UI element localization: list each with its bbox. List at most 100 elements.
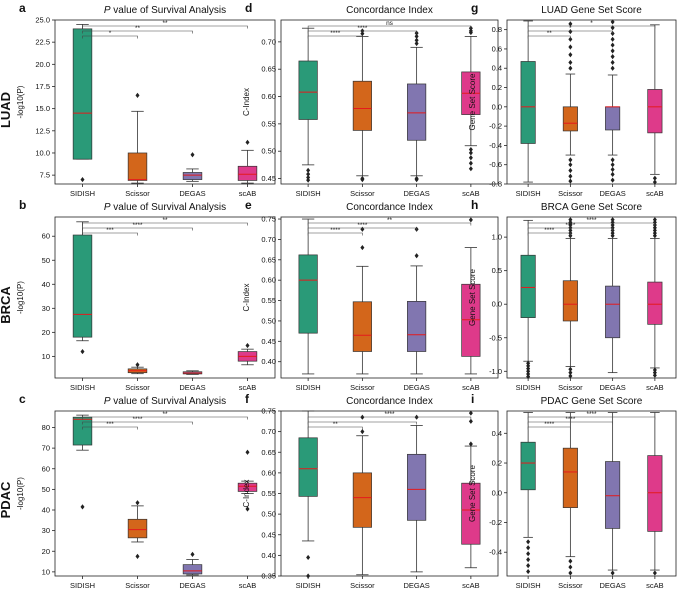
y-tick-label: 0.75: [261, 215, 276, 224]
bracket-line: [307, 30, 417, 34]
y-axis-label: Gene Set Score: [468, 268, 477, 325]
plot-frame: [280, 216, 499, 379]
significance-bracket: ****: [527, 227, 571, 236]
y-tick-label: 10: [42, 352, 50, 361]
outlier-point: [360, 244, 365, 251]
y-tick-label: 40: [42, 280, 50, 289]
box-iqr: [407, 301, 427, 352]
y-tick-label: 0.60: [261, 276, 276, 285]
box-iqr: [407, 453, 427, 521]
plot-frame: [54, 410, 276, 577]
significance-label: ****: [565, 222, 576, 229]
box-iqr: [647, 455, 663, 532]
significance-bracket: ****: [82, 416, 193, 425]
bracket-line: [527, 30, 613, 34]
x-tick-label: Scissor: [350, 189, 375, 198]
outlier-point: [135, 553, 140, 560]
y-tick-label: 17.5: [35, 82, 50, 91]
box-iqr: [647, 89, 663, 134]
chart-title: BRCA Gene Set Score: [541, 202, 643, 213]
box-iqr: [605, 285, 621, 339]
outlier-point: [526, 360, 531, 366]
outlier-point: [468, 410, 473, 416]
panel-letter: h: [471, 198, 478, 212]
outlier-point: [360, 175, 365, 182]
outlier-point: [568, 44, 573, 50]
bracket-line: [82, 421, 193, 425]
box-iqr: [562, 280, 578, 322]
significance-bracket: **: [82, 217, 248, 226]
y-tick-label: 25.0: [35, 16, 50, 25]
significance-bracket: ****: [82, 222, 193, 231]
outlier-point: [468, 160, 473, 166]
box-iqr: [182, 564, 203, 575]
y-tick-label: -0.2: [489, 122, 502, 131]
outlier-point: [568, 178, 573, 184]
outlier-point: [468, 155, 473, 161]
outlier-point: [245, 342, 250, 349]
significance-bracket: ****: [527, 217, 656, 226]
box-iqr: [352, 80, 372, 131]
outlier-point: [610, 219, 615, 225]
y-tick-label: 0.65: [261, 65, 276, 74]
outlier-point: [610, 217, 615, 223]
box-degas: [605, 19, 621, 183]
x-tick-label: DEGAS: [403, 383, 429, 392]
significance-label: **: [162, 217, 168, 224]
box-iqr: [298, 254, 318, 334]
significance-label: **: [162, 20, 168, 27]
outlier-point: [245, 139, 250, 145]
box-iqr: [562, 447, 578, 508]
outlier-point: [568, 570, 573, 576]
significance-label: ***: [106, 421, 114, 428]
box-scissor: [352, 414, 372, 576]
box-degas: [182, 152, 203, 182]
significance-label: *: [590, 20, 593, 27]
significance-label: ****: [132, 416, 143, 423]
significance-bracket: **: [82, 20, 248, 29]
outlier-point: [652, 179, 657, 185]
panel-e: e Concordance Index 0.40 0.45 0.50 0.55 0.60 0.…: [242, 198, 499, 392]
outlier-point: [652, 227, 657, 234]
outlier-point: [568, 233, 573, 239]
box-scab: [647, 217, 663, 378]
box-scissor: [562, 217, 578, 379]
box-sidish: [520, 219, 536, 380]
box-iqr: [72, 416, 93, 446]
box-degas: [407, 226, 427, 375]
outlier-point: [526, 371, 531, 377]
y-tick-label: 0.60: [261, 92, 276, 101]
outlier-point: [610, 171, 615, 177]
significance-bracket: *: [82, 30, 138, 39]
outlier-point: [652, 372, 657, 378]
outlier-point: [610, 54, 615, 60]
box-iqr: [237, 482, 258, 492]
significance-bracket: *: [527, 25, 613, 34]
outlier-point: [610, 166, 615, 173]
y-tick-label: 0.45: [261, 530, 276, 539]
box-degas: [182, 551, 203, 576]
chart-title: PDAC Gene Set Score: [541, 396, 643, 407]
x-tick-label: scAB: [462, 581, 480, 590]
box-iqr: [72, 234, 93, 338]
outlier-point: [568, 21, 573, 27]
significance-label: ****: [384, 411, 395, 418]
y-tick-label: 30: [42, 304, 50, 313]
bracket-line: [82, 232, 138, 236]
chart-title: Concordance Index: [346, 202, 433, 213]
bracket-line: [307, 227, 417, 231]
outlier-point: [468, 418, 473, 424]
bracket-line: [82, 25, 248, 29]
box-iqr: [520, 441, 536, 491]
significance-label: ns: [386, 20, 394, 27]
box-iqr: [237, 165, 258, 181]
outlier-point: [610, 177, 615, 183]
y-tick-label: 15.0: [35, 104, 50, 113]
x-tick-label: SIDISH: [70, 383, 95, 392]
y-tick-label: 0.70: [261, 37, 276, 46]
y-tick-label: 60: [42, 464, 50, 473]
panel-i: i PDAC Gene Set Score -0.4 -0.2 0.0 0.2 0.4 Gen…: [468, 392, 677, 590]
box-iqr: [647, 281, 663, 325]
outlier-point: [568, 373, 573, 379]
y-tick-label: 30: [42, 526, 50, 535]
